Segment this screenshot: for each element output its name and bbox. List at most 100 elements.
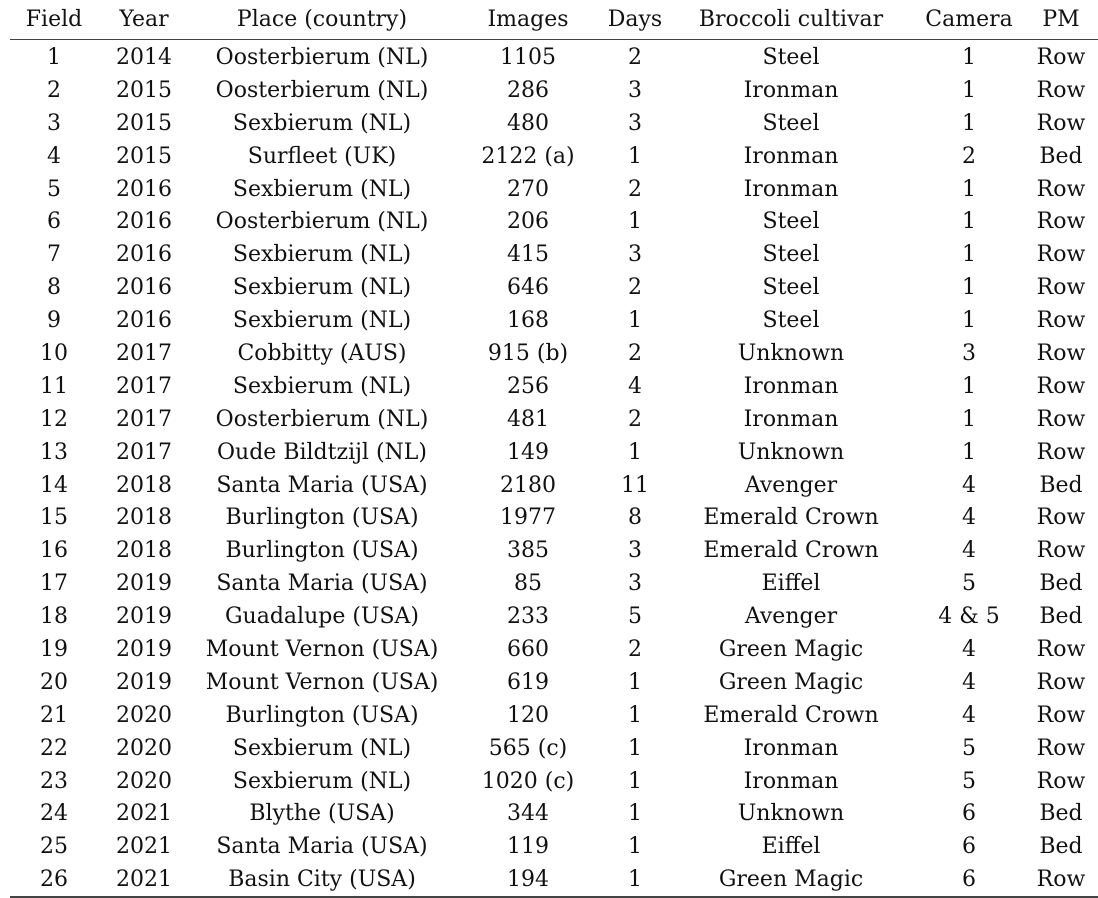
cell-cultivar: Avenger	[744, 604, 838, 630]
cell-camera: 3	[962, 340, 976, 366]
table-row: 14 2018 Santa Maria (USA) 2180 11 Avenger 4 Bed	[10, 469, 1098, 502]
cell-camera: 4	[962, 636, 976, 662]
cell-year: 2015	[116, 143, 172, 169]
cell-days: 2	[628, 275, 642, 301]
column-header-images: Images	[454, 0, 602, 40]
table-row: 13 2017 Oude Bildtzijl (NL) 149 1 Unknown 1 Row	[10, 436, 1098, 469]
cell-days: 4	[628, 373, 642, 399]
cell-place: Sexbierum (NL)	[232, 110, 412, 136]
cell-year: 2016	[116, 176, 172, 202]
cell-cultivar: Ironman	[743, 735, 839, 761]
cell-images: 168	[507, 308, 549, 334]
cell-images: 344	[507, 801, 549, 827]
column-header-pm: PM	[1024, 0, 1098, 40]
table-row: 20 2019 Mount Vernon (USA) 619 1 Green Magic 4…	[10, 666, 1098, 699]
cell-field: 22	[40, 735, 68, 761]
cell-field: 8	[47, 275, 61, 301]
table-row: 1 2014 Oosterbierum (NL) 1105 2 Steel 1 Row	[10, 40, 1098, 74]
cell-year: 2017	[116, 406, 172, 432]
cell-pm: Bed	[1039, 604, 1083, 630]
table-row: 5 2016 Sexbierum (NL) 270 2 Ironman 1 Row	[10, 173, 1098, 206]
table-row: 21 2020 Burlington (USA) 120 1 Emerald Crown 4…	[10, 699, 1098, 732]
cell-place: Oosterbierum (NL)	[215, 77, 429, 103]
cell-year: 2020	[116, 768, 172, 794]
cell-year: 2014	[116, 44, 172, 70]
table-row: 4 2015 Surfleet (UK) 2122 (a) 1 Ironman 2 Bed	[10, 140, 1098, 173]
cell-images: 149	[507, 439, 549, 465]
cell-days: 1	[628, 209, 642, 235]
cell-camera: 1	[962, 439, 976, 465]
cell-field: 12	[40, 406, 68, 432]
cell-days: 3	[628, 77, 642, 103]
cell-camera: 1	[962, 406, 976, 432]
cell-camera: 5	[962, 768, 976, 794]
cell-cultivar: Ironman	[743, 176, 839, 202]
table-row: 22 2020 Sexbierum (NL) 565 (c) 1 Ironman 5 Row	[10, 732, 1098, 765]
cell-cultivar: Ironman	[743, 373, 839, 399]
cell-pm: Row	[1036, 373, 1086, 399]
cell-days: 1	[628, 735, 642, 761]
cell-camera: 4	[962, 702, 976, 728]
cell-pm: Row	[1024, 863, 1098, 898]
cell-field: 10	[40, 340, 68, 366]
cell-images: 481	[507, 406, 549, 432]
cell-pm: Bed	[1039, 834, 1083, 860]
column-header-place: Place (country)	[190, 0, 454, 40]
cell-pm: Row	[1036, 209, 1086, 235]
cell-pm: Row	[1036, 735, 1086, 761]
cell-pm: Row	[1036, 505, 1086, 531]
cell-images: 660	[507, 636, 549, 662]
cell-images: 1977	[500, 505, 556, 531]
cell-year: 2015	[116, 77, 172, 103]
cell-images: 2122 (a)	[481, 143, 575, 169]
cell-year: 2018	[116, 505, 172, 531]
cell-camera: 2	[962, 143, 976, 169]
cell-pm: Row	[1036, 275, 1086, 301]
cell-field: 14	[40, 472, 68, 498]
cell-place: Santa Maria (USA)	[216, 571, 428, 597]
cell-pm: Row	[1036, 110, 1086, 136]
cell-images: 85	[514, 571, 542, 597]
cell-field: 20	[40, 669, 68, 695]
cell-year: 2016	[116, 209, 172, 235]
cell-days: 2	[628, 406, 642, 432]
cell-days: 1	[602, 863, 668, 898]
cell-year: 2019	[116, 636, 172, 662]
cell-images: 915 (b)	[487, 340, 569, 366]
cell-images: 233	[507, 604, 549, 630]
cell-camera: 1	[962, 44, 976, 70]
cell-field: 4	[47, 143, 61, 169]
table-row: 25 2021 Santa Maria (USA) 119 1 Eiffel 6 Bed	[10, 830, 1098, 863]
table-row: 2 2015 Oosterbierum (NL) 286 3 Ironman 1 Row	[10, 74, 1098, 107]
cell-place: Mount Vernon (USA)	[205, 636, 439, 662]
cell-field: 5	[47, 176, 61, 202]
cell-field: 26	[10, 863, 98, 898]
cell-field: 7	[47, 242, 61, 268]
cell-days: 1	[628, 308, 642, 334]
cell-images: 256	[507, 373, 549, 399]
cell-field: 17	[40, 571, 68, 597]
table-row: 15 2018 Burlington (USA) 1977 8 Emerald Crown…	[10, 501, 1098, 534]
cell-field: 18	[40, 604, 68, 630]
cell-place: Sexbierum (NL)	[232, 275, 412, 301]
cell-images: 646	[507, 275, 549, 301]
column-header-year: Year	[98, 0, 190, 40]
cell-images: 270	[507, 176, 549, 202]
cell-pm: Bed	[1039, 472, 1083, 498]
cell-camera: 4	[962, 538, 976, 564]
cell-field: 15	[40, 505, 68, 531]
cell-images: 286	[507, 77, 549, 103]
cell-year: 2017	[116, 439, 172, 465]
cell-place: Sexbierum (NL)	[232, 735, 412, 761]
cell-cultivar: Ironman	[743, 406, 839, 432]
cell-cultivar: Green Magic	[668, 863, 914, 898]
header-row: Field Year Place (country) Images Days Brocco…	[10, 0, 1098, 40]
cell-pm: Row	[1036, 308, 1086, 334]
cell-year: 2020	[116, 702, 172, 728]
cell-place: Oosterbierum (NL)	[215, 44, 429, 70]
table-row: 3 2015 Sexbierum (NL) 480 3 Steel 1 Row	[10, 107, 1098, 140]
cell-pm: Row	[1036, 77, 1086, 103]
cell-year: 2018	[116, 472, 172, 498]
table-body: 1 2014 Oosterbierum (NL) 1105 2 Steel 1 Row 2 201…	[10, 40, 1098, 898]
cell-pm: Row	[1036, 242, 1086, 268]
